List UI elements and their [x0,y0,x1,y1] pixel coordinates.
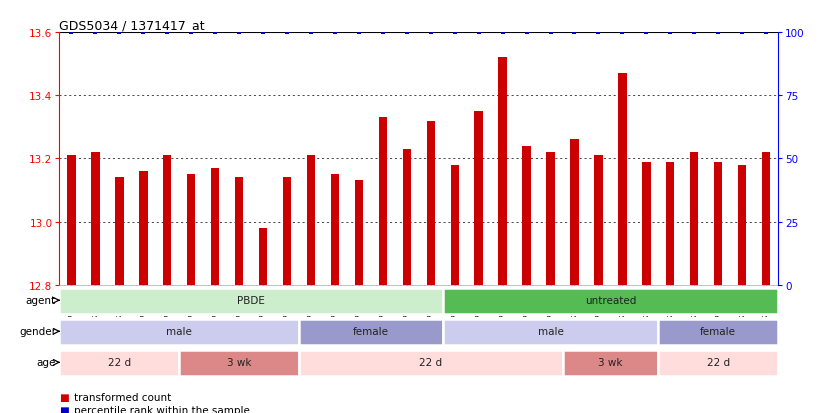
Bar [450,165,459,285]
Bar [690,153,699,285]
Bar [259,228,268,285]
Text: ■: ■ [59,405,69,413]
Bar [235,178,244,285]
Text: 22 d: 22 d [108,357,131,368]
Bar [426,121,435,285]
Bar [67,156,76,285]
Bar [594,156,603,285]
Bar [570,140,579,285]
Bar [91,153,100,285]
Bar [498,58,507,285]
Text: female: female [353,326,389,337]
Bar [666,162,675,285]
Bar [282,178,292,285]
Bar [115,178,124,285]
FancyBboxPatch shape [299,319,443,345]
Bar [714,162,723,285]
Bar [139,172,148,285]
Text: percentile rank within the sample: percentile rank within the sample [74,405,250,413]
Bar [618,74,627,285]
Text: GDS5034 / 1371417_at: GDS5034 / 1371417_at [59,19,205,32]
FancyBboxPatch shape [443,288,778,314]
FancyBboxPatch shape [179,350,299,376]
FancyBboxPatch shape [59,350,179,376]
Text: 22 d: 22 d [420,357,442,368]
Text: ■: ■ [59,392,69,402]
FancyBboxPatch shape [443,319,658,345]
Bar [354,181,363,285]
Text: agent: agent [26,295,56,306]
Text: gender: gender [19,326,56,337]
Text: transformed count: transformed count [74,392,172,402]
Text: male: male [538,326,563,337]
Bar [546,153,555,285]
Bar [642,162,651,285]
Text: 22 d: 22 d [707,357,729,368]
Bar [163,156,172,285]
Bar [378,118,387,285]
FancyBboxPatch shape [59,319,299,345]
Text: male: male [166,326,192,337]
Bar [306,156,316,285]
Text: untreated: untreated [585,295,636,306]
FancyBboxPatch shape [299,350,563,376]
Bar [522,147,531,285]
Bar [474,112,483,285]
Bar [762,153,771,285]
FancyBboxPatch shape [563,350,658,376]
Bar [330,175,339,285]
Bar [402,150,411,285]
Text: 3 wk: 3 wk [598,357,623,368]
Text: age: age [36,357,56,368]
Bar [211,169,220,285]
FancyBboxPatch shape [658,319,778,345]
Bar [187,175,196,285]
FancyBboxPatch shape [658,350,778,376]
FancyBboxPatch shape [59,288,443,314]
Text: PBDE: PBDE [237,295,265,306]
Text: 3 wk: 3 wk [227,357,251,368]
Bar [738,165,747,285]
Text: female: female [700,326,736,337]
